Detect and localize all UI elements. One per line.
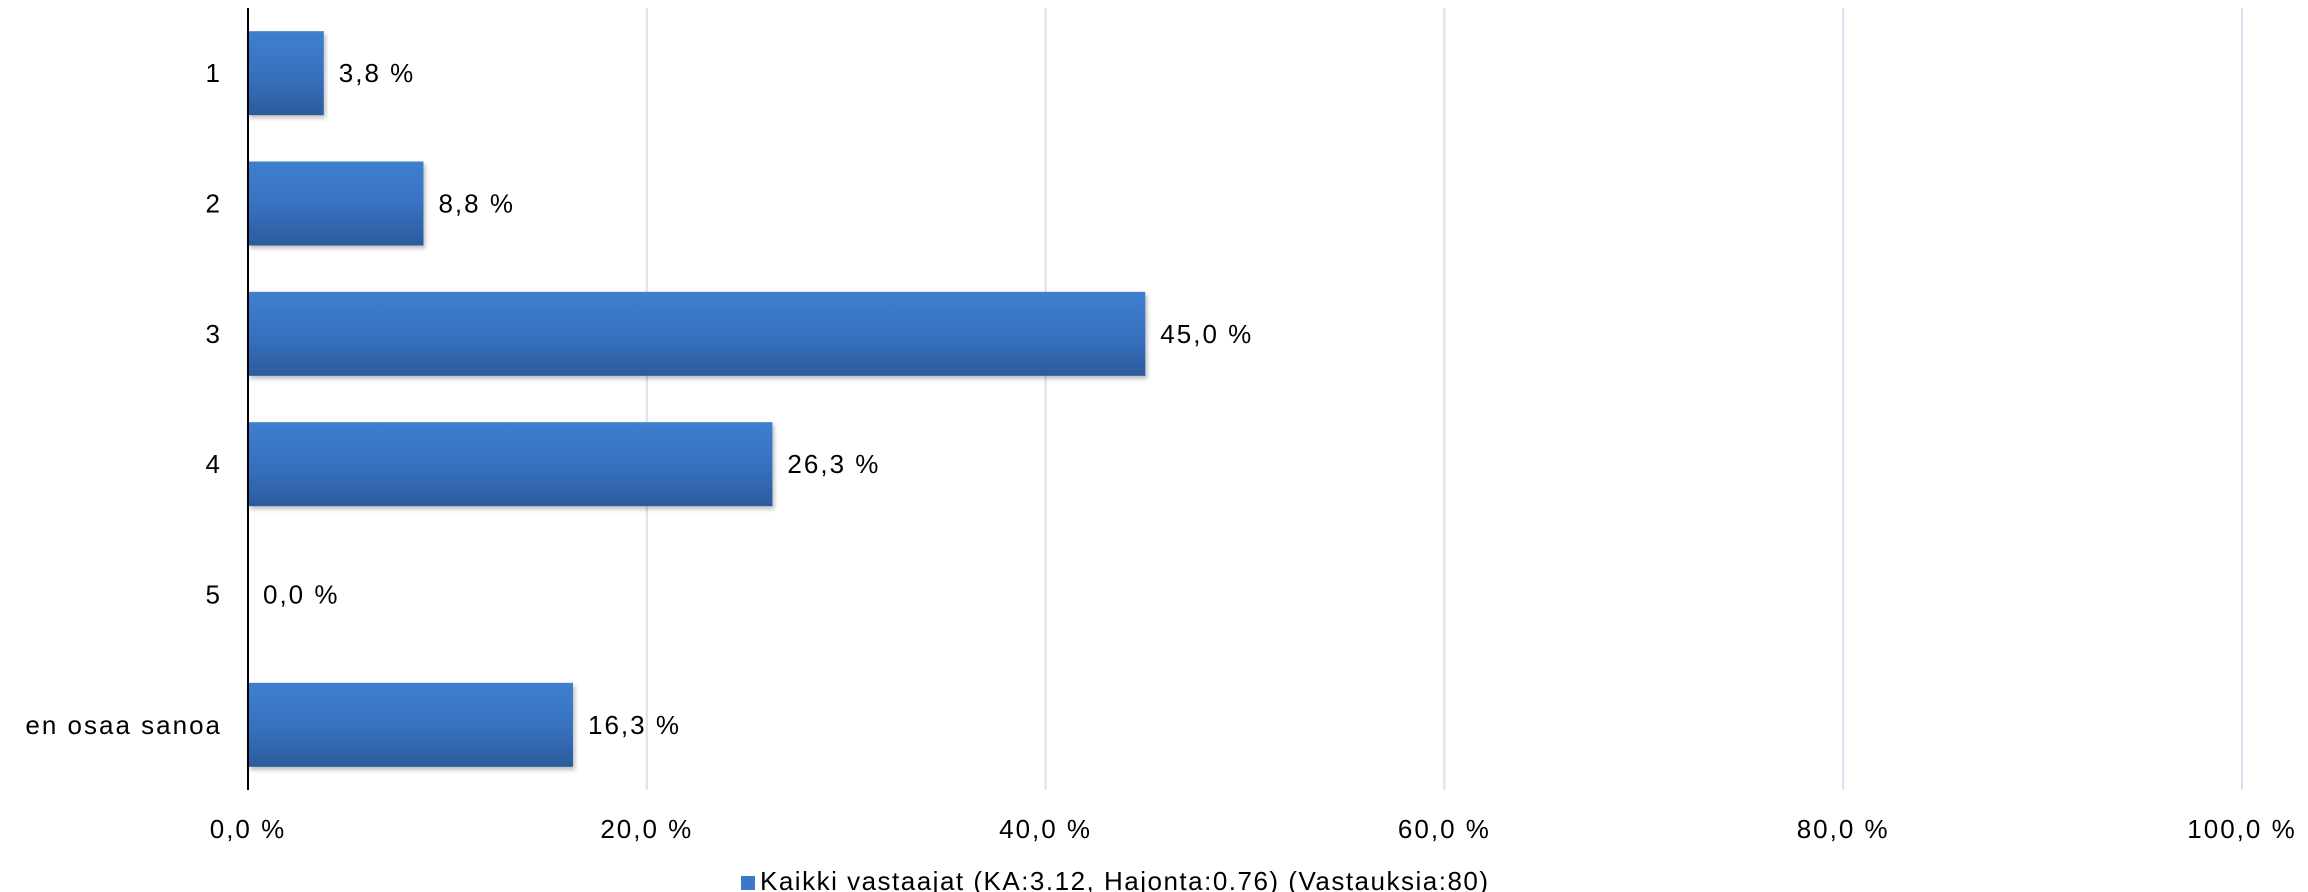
data-label: 16,3 %	[588, 710, 681, 740]
legend: Kaikki vastaajat (KA:3.12, Hajonta:0.76)…	[741, 866, 1490, 892]
data-label: 26,3 %	[787, 449, 880, 479]
x-tick-label: 20,0 %	[600, 814, 693, 844]
category-label: en osaa sanoa	[25, 710, 222, 740]
x-tick-label: 40,0 %	[999, 814, 1092, 844]
x-tick-label: 80,0 %	[1797, 814, 1890, 844]
x-tick-label: 0,0 %	[210, 814, 287, 844]
category-label: 5	[206, 580, 222, 610]
bar	[248, 291, 1146, 376]
category-label: 3	[206, 319, 222, 349]
category-labels: 1 2 3 4 5 en osaa sanoa	[25, 58, 222, 740]
category-label: 2	[206, 189, 222, 219]
bar	[248, 682, 574, 767]
gridlines	[645, 8, 2243, 790]
category-label: 1	[206, 58, 222, 88]
x-tick-labels: 0,0 % 20,0 % 40,0 % 60,0 % 80,0 % 100,0 %	[210, 814, 2296, 844]
value-labels: 3,8 % 8,8 % 45,0 % 26,3 % 0,0 % 16,3 %	[263, 58, 1253, 740]
category-label: 4	[206, 449, 222, 479]
bars	[248, 31, 1146, 767]
data-label: 0,0 %	[263, 580, 340, 610]
legend-label: Kaikki vastaajat (KA:3.12, Hajonta:0.76)…	[760, 866, 1490, 892]
bar	[248, 161, 424, 246]
data-label: 45,0 %	[1160, 319, 1253, 349]
x-tick-label: 60,0 %	[1398, 814, 1491, 844]
data-label: 3,8 %	[339, 58, 416, 88]
data-label: 8,8 %	[438, 189, 515, 219]
bar	[248, 422, 773, 507]
x-tick-label: 100,0 %	[2187, 814, 2296, 844]
bar	[248, 31, 324, 116]
legend-swatch	[741, 876, 755, 890]
